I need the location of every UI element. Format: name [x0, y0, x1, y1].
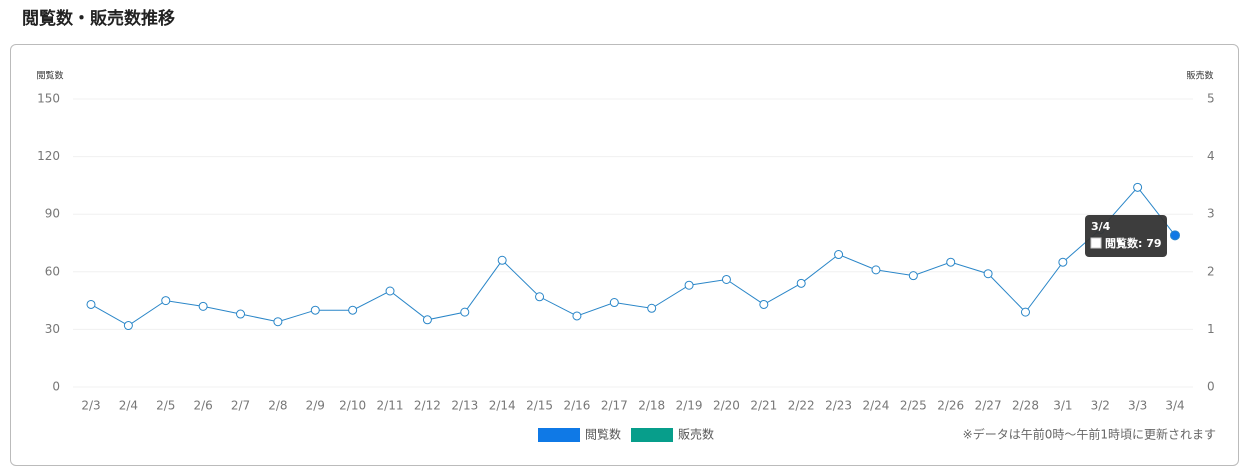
- x-tick-label: 2/26: [937, 399, 964, 413]
- x-tick-label: 2/8: [268, 399, 287, 413]
- data-point: [572, 311, 582, 321]
- x-tick-label: 2/9: [306, 399, 325, 413]
- y2-tick-label: 3: [1207, 207, 1215, 221]
- data-point: [834, 250, 844, 260]
- data-point: [759, 299, 769, 309]
- x-tick-label: 2/14: [489, 399, 516, 413]
- x-tick-label: 2/16: [563, 399, 590, 413]
- x-tick-label: 2/13: [451, 399, 478, 413]
- data-point: [1020, 307, 1030, 317]
- data-point: [535, 292, 545, 302]
- x-tick-label: 3/4: [1165, 399, 1184, 413]
- data-point: [236, 309, 246, 319]
- x-tick-label: 2/20: [713, 399, 740, 413]
- page-title: 閲覧数・販売数推移: [22, 9, 175, 29]
- data-point: [609, 298, 619, 308]
- y2-tick-label: 2: [1207, 264, 1215, 278]
- y-tick-label: 150: [37, 92, 60, 106]
- tooltip-box: [1085, 215, 1167, 257]
- data-point: [422, 315, 432, 325]
- x-tick-label: 2/22: [788, 399, 815, 413]
- x-tick-label: 2/10: [339, 399, 366, 413]
- data-point: [684, 280, 694, 290]
- x-tick-label: 2/5: [156, 399, 175, 413]
- y2-tick-label: 1: [1207, 322, 1215, 336]
- data-point: [796, 278, 806, 288]
- x-tick-label: 2/21: [750, 399, 777, 413]
- data-point: [1170, 230, 1180, 241]
- x-tick-label: 2/17: [601, 399, 628, 413]
- x-tick-label: 2/15: [526, 399, 553, 413]
- legend-swatch: [631, 428, 673, 442]
- data-point: [721, 274, 731, 284]
- x-tick-label: 2/12: [414, 399, 441, 413]
- legend-swatch: [538, 428, 580, 442]
- data-point: [86, 299, 96, 309]
- data-point: [908, 271, 918, 281]
- x-tick-label: 2/3: [81, 399, 100, 413]
- x-tick-label: 2/4: [119, 399, 138, 413]
- y-tick-label: 90: [45, 207, 60, 221]
- y-axis-label: 閲覧数: [36, 70, 63, 82]
- data-point: [497, 255, 507, 265]
- x-tick-label: 2/11: [377, 399, 404, 413]
- data-point: [460, 307, 470, 317]
- x-tick-label: 3/3: [1128, 399, 1147, 413]
- tooltip-swatch: [1090, 237, 1102, 249]
- tooltip-text: 閲覧数: 79: [1105, 236, 1162, 250]
- legend-label: 販売数: [678, 427, 714, 442]
- x-tick-label: 3/2: [1091, 399, 1110, 413]
- data-point: [310, 305, 320, 315]
- series-line: [90, 186, 1176, 327]
- data-point: [871, 265, 881, 275]
- y2-axis-label: 販売数: [1186, 70, 1213, 82]
- data-point: [123, 321, 133, 331]
- note: ※データは午前0時〜午前1時頃に更新されます: [963, 427, 1216, 442]
- y2-tick-label: 0: [1207, 380, 1215, 394]
- data-point: [1133, 182, 1143, 192]
- chart-card: [10, 44, 1239, 466]
- y-tick-label: 120: [37, 149, 60, 163]
- y-tick-label: 30: [45, 322, 60, 336]
- y-tick-label: 0: [52, 380, 60, 394]
- data-point: [647, 303, 657, 313]
- x-tick-label: 2/28: [1012, 399, 1039, 413]
- y-tick-label: 60: [45, 264, 60, 278]
- data-point: [983, 269, 993, 279]
- data-point: [385, 286, 395, 296]
- x-tick-label: 2/27: [975, 399, 1002, 413]
- x-tick-label: 2/19: [676, 399, 703, 413]
- x-tick-label: 2/24: [862, 399, 889, 413]
- data-point: [1058, 257, 1068, 267]
- x-tick-label: 2/7: [231, 399, 250, 413]
- x-tick-label: 2/25: [900, 399, 927, 413]
- data-point: [348, 305, 358, 315]
- y2-tick-label: 5: [1207, 92, 1215, 106]
- y2-tick-label: 4: [1207, 149, 1215, 163]
- legend-label: 閲覧数: [585, 427, 621, 442]
- tooltip-title: 3/4: [1091, 220, 1111, 233]
- x-tick-label: 2/6: [193, 399, 212, 413]
- data-point: [946, 257, 956, 267]
- tooltip: 3/4 閲覧数: 79: [1085, 215, 1167, 257]
- data-point: [273, 317, 283, 327]
- x-tick-label: 3/1: [1053, 399, 1072, 413]
- x-tick-label: 2/23: [825, 399, 852, 413]
- data-point: [198, 301, 208, 311]
- data-point: [161, 296, 171, 306]
- x-tick-label: 2/18: [638, 399, 665, 413]
